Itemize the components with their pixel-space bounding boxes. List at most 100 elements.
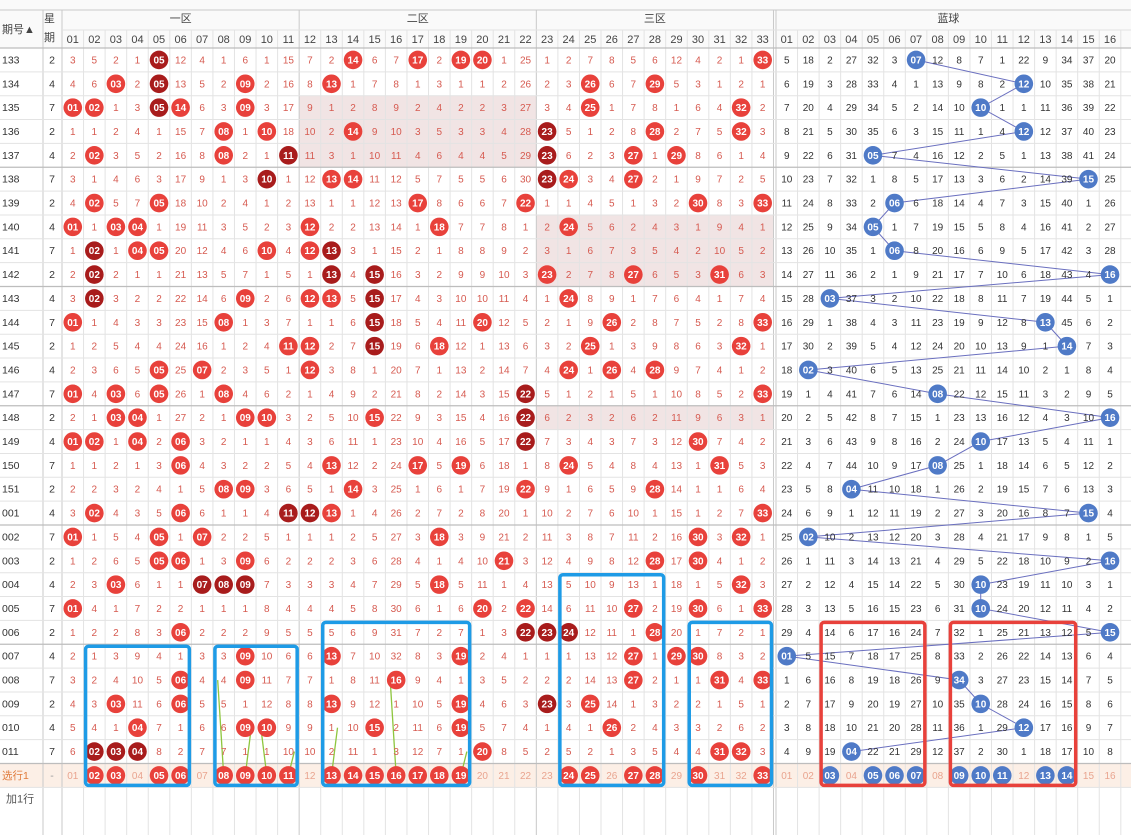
blue-omission: 15 bbox=[781, 294, 793, 305]
selected-red-ball[interactable] bbox=[624, 766, 643, 785]
red-omission: 1 bbox=[92, 318, 98, 329]
selected-red-ball[interactable] bbox=[343, 766, 363, 785]
unselected-blue-number[interactable]: 08 bbox=[932, 771, 944, 782]
selected-red-ball[interactable] bbox=[106, 766, 126, 785]
selected-red-ball[interactable] bbox=[365, 766, 384, 785]
blue-omission: 17 bbox=[1018, 532, 1030, 543]
selected-blue-ball[interactable] bbox=[1036, 766, 1055, 785]
blue-omission: 27 bbox=[954, 509, 966, 520]
selected-red-ball[interactable] bbox=[430, 766, 449, 785]
red-ball bbox=[451, 646, 471, 666]
red-omission: 1 bbox=[760, 222, 766, 233]
red-ball-label: 05 bbox=[153, 365, 165, 376]
red-ball bbox=[473, 50, 492, 70]
selected-red-ball[interactable] bbox=[214, 766, 233, 785]
red-ball bbox=[473, 599, 492, 618]
unselected-red-number[interactable]: 31 bbox=[714, 771, 726, 782]
red-omission: 5 bbox=[329, 628, 335, 639]
selected-red-ball[interactable] bbox=[408, 766, 428, 785]
blue-omission: 12 bbox=[997, 318, 1009, 329]
unselected-red-number[interactable]: 29 bbox=[671, 771, 683, 782]
unselected-red-number[interactable]: 23 bbox=[542, 771, 554, 782]
red-ball-label: 05 bbox=[153, 55, 165, 66]
selected-red-ball[interactable] bbox=[645, 766, 665, 785]
blue-omission: 13 bbox=[1018, 437, 1030, 448]
selected-red-ball[interactable] bbox=[559, 766, 578, 785]
selected-blue-ball[interactable] bbox=[949, 766, 969, 785]
red-ball bbox=[473, 742, 492, 761]
issue-header[interactable]: 期号▲ bbox=[2, 23, 35, 36]
selected-red-ball[interactable] bbox=[279, 766, 298, 785]
selected-red-ball[interactable] bbox=[386, 766, 406, 785]
red-omission: 11 bbox=[197, 222, 208, 233]
selected-blue-ball[interactable] bbox=[863, 766, 883, 785]
red-omission: 22 bbox=[175, 294, 187, 305]
red-omission: 2 bbox=[717, 55, 723, 66]
red-number-header: 03 bbox=[110, 34, 122, 46]
blue-omission: 5 bbox=[1086, 628, 1092, 639]
issue-number: 006 bbox=[2, 627, 20, 639]
red-ball-label: 06 bbox=[175, 509, 187, 520]
red-omission: 21 bbox=[498, 532, 510, 543]
red-ball-label: 09 bbox=[240, 580, 252, 591]
red-ball-label: 24 bbox=[563, 175, 575, 186]
red-omission: 3 bbox=[523, 556, 529, 567]
selected-blue-ball[interactable] bbox=[820, 766, 840, 785]
selected-red-ball[interactable] bbox=[451, 766, 471, 785]
blue-omission: 11 bbox=[782, 199, 793, 210]
unselected-red-number[interactable]: 04 bbox=[132, 771, 144, 782]
select-row-label[interactable]: 选行1 bbox=[2, 769, 29, 782]
selected-blue-ball[interactable] bbox=[971, 766, 991, 785]
unselected-blue-number[interactable]: 02 bbox=[803, 771, 815, 782]
unselected-red-number[interactable]: 26 bbox=[606, 771, 618, 782]
red-omission: 15 bbox=[671, 509, 683, 520]
blue-omission: 37 bbox=[1083, 55, 1095, 66]
unselected-red-number[interactable]: 12 bbox=[304, 771, 316, 782]
selected-red-ball[interactable] bbox=[322, 766, 341, 785]
red-ball bbox=[559, 456, 578, 475]
selected-blue-ball[interactable] bbox=[992, 766, 1012, 785]
unselected-red-number[interactable]: 22 bbox=[520, 771, 532, 782]
red-omission: 4 bbox=[372, 509, 378, 520]
red-ball bbox=[602, 312, 622, 332]
selected-red-ball[interactable] bbox=[235, 766, 255, 785]
weekday-value: 2 bbox=[49, 54, 55, 66]
unselected-red-number[interactable]: 32 bbox=[736, 771, 748, 782]
unselected-blue-number[interactable]: 16 bbox=[1104, 771, 1116, 782]
blue-omission: 5 bbox=[1107, 676, 1113, 687]
add-row-button[interactable]: 加1行 bbox=[6, 792, 34, 805]
selected-red-ball[interactable] bbox=[171, 766, 190, 785]
unselected-red-number[interactable]: 07 bbox=[197, 771, 209, 782]
red-ball-label: 25 bbox=[585, 699, 597, 710]
red-ball-label: 09 bbox=[240, 723, 252, 734]
blue-ball bbox=[928, 384, 947, 404]
unselected-blue-number[interactable]: 12 bbox=[1018, 771, 1030, 782]
red-omission: 6 bbox=[738, 485, 744, 496]
selected-blue-ball[interactable] bbox=[906, 766, 926, 785]
unselected-red-number[interactable]: 21 bbox=[498, 771, 510, 782]
selected-red-ball[interactable] bbox=[257, 766, 277, 785]
unselected-blue-number[interactable]: 15 bbox=[1083, 771, 1095, 782]
selected-red-ball[interactable] bbox=[688, 766, 708, 785]
selected-red-ball[interactable] bbox=[85, 766, 104, 785]
selected-red-ball[interactable] bbox=[753, 766, 772, 785]
selected-blue-ball[interactable] bbox=[1057, 766, 1077, 785]
blue-ball-label: 10 bbox=[975, 699, 987, 710]
blue-omission: 13 bbox=[1083, 485, 1095, 496]
unselected-red-number[interactable]: 01 bbox=[67, 771, 79, 782]
selected-red-ball[interactable] bbox=[580, 766, 600, 785]
red-ball-label: 08 bbox=[218, 127, 230, 138]
unselected-blue-number[interactable]: 04 bbox=[846, 771, 858, 782]
red-omission: 8 bbox=[587, 532, 593, 543]
red-ball-label: 26 bbox=[606, 365, 618, 376]
blue-omission: 3 bbox=[892, 55, 898, 66]
red-ball bbox=[451, 456, 471, 475]
red-number-header: 28 bbox=[649, 34, 661, 46]
selected-red-ball[interactable] bbox=[149, 766, 169, 785]
unselected-blue-number[interactable]: 01 bbox=[781, 771, 793, 782]
red-ball-label: 15 bbox=[369, 342, 381, 353]
red-omission: 3 bbox=[523, 270, 529, 281]
unselected-red-number[interactable]: 20 bbox=[477, 771, 489, 782]
selected-blue-ball[interactable] bbox=[885, 766, 904, 785]
red-ball bbox=[63, 432, 83, 451]
